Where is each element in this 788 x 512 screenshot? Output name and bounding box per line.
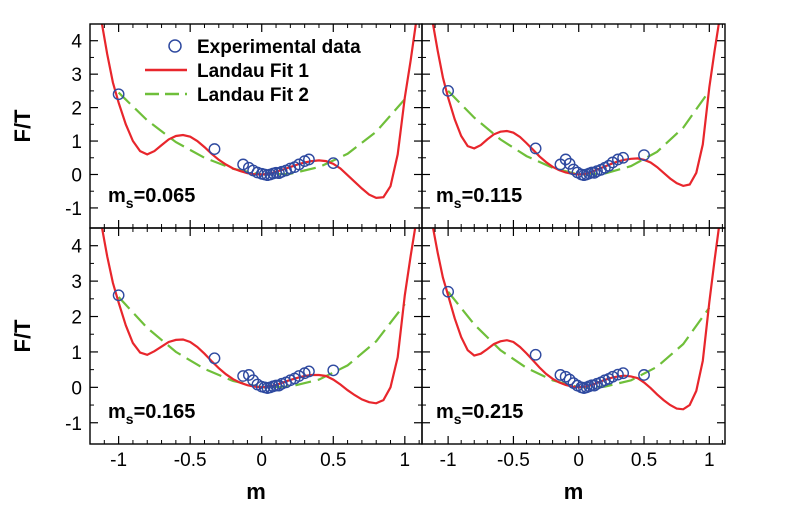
data-point bbox=[327, 364, 340, 377]
y-tick-label: 0 bbox=[71, 378, 82, 399]
x-tick-label: 0.5 bbox=[320, 450, 346, 471]
data-point bbox=[442, 84, 455, 97]
annotation-symbol: m bbox=[108, 401, 126, 423]
x-tick-label: -0.5 bbox=[174, 450, 207, 471]
y-tick-label: 4 bbox=[71, 32, 82, 53]
x-tick-label: 0 bbox=[256, 450, 267, 471]
data-point bbox=[612, 368, 624, 381]
data-point bbox=[442, 285, 455, 298]
data-point bbox=[617, 367, 630, 380]
x-tick-label: -1 bbox=[440, 450, 457, 471]
panel-annotation: ms=0.215 bbox=[436, 401, 523, 427]
annotation-symbol: m bbox=[108, 185, 126, 207]
legend-marker-experimental bbox=[168, 39, 182, 53]
x-axis-title: m bbox=[564, 479, 584, 504]
data-point bbox=[112, 88, 125, 101]
annotation-subscript: s bbox=[126, 411, 134, 427]
data-point bbox=[602, 159, 615, 172]
y-tick-label: 2 bbox=[71, 99, 82, 120]
panel-2: ms=0.115 bbox=[421, 23, 726, 229]
x-tick-label: -0.5 bbox=[497, 450, 530, 471]
legend-label: Experimental data bbox=[197, 37, 361, 58]
data-point bbox=[293, 370, 305, 382]
data-point bbox=[638, 149, 650, 161]
panel-annotation: ms=0.065 bbox=[108, 185, 195, 211]
y-tick-label: -1 bbox=[65, 414, 82, 435]
data-point bbox=[327, 157, 340, 170]
data-point bbox=[606, 370, 619, 383]
data-point bbox=[638, 369, 650, 381]
landau-fit-1-line bbox=[100, 228, 417, 405]
x-tick-label: -1 bbox=[110, 450, 127, 471]
annotation-subscript: s bbox=[126, 195, 134, 211]
data-point bbox=[617, 151, 630, 164]
data-point bbox=[612, 153, 624, 166]
data-point bbox=[208, 143, 221, 155]
panel-annotation: ms=0.165 bbox=[108, 401, 195, 427]
data-point bbox=[529, 348, 542, 361]
annotation-subscript: s bbox=[454, 195, 462, 211]
annotation-subscript: s bbox=[454, 411, 462, 427]
data-point bbox=[272, 379, 285, 392]
y-axis-title: F/T bbox=[10, 109, 35, 143]
x-tick-label: 1 bbox=[704, 450, 715, 471]
y-tick-label: 2 bbox=[71, 308, 82, 329]
data-point bbox=[588, 379, 601, 392]
data-point bbox=[303, 153, 315, 166]
landau-fit-1-line bbox=[100, 24, 417, 200]
annotation-value: =0.065 bbox=[134, 185, 196, 207]
annotation-value: =0.165 bbox=[134, 401, 196, 423]
data-point bbox=[293, 158, 305, 171]
landau-fit-2-line bbox=[447, 90, 711, 176]
y-tick-label: 4 bbox=[71, 237, 82, 258]
data-point bbox=[303, 365, 315, 378]
annotation-value: =0.115 bbox=[462, 185, 523, 207]
y-axis-title: F/T bbox=[10, 319, 35, 353]
annotation-symbol: m bbox=[436, 401, 454, 423]
legend-label: Landau Fit 2 bbox=[197, 85, 309, 106]
x-tick-label: 0.5 bbox=[631, 450, 657, 471]
y-tick-label: 1 bbox=[71, 132, 82, 153]
data-point bbox=[554, 369, 567, 381]
data-point bbox=[588, 166, 601, 179]
y-tick-label: 0 bbox=[71, 165, 82, 186]
y-tick-label: -1 bbox=[65, 199, 82, 220]
data-point bbox=[247, 374, 260, 387]
x-tick-label: 1 bbox=[400, 450, 411, 471]
plot-area bbox=[431, 24, 720, 188]
x-axis-title: m bbox=[246, 479, 266, 504]
panel-annotation: ms=0.115 bbox=[436, 185, 522, 211]
y-tick-label: 3 bbox=[71, 272, 82, 293]
landau-fit-2-line bbox=[117, 296, 406, 389]
data-point bbox=[112, 289, 125, 302]
data-point bbox=[237, 370, 250, 382]
panel-4: ms=0.215-1 -0.5 0 0.5 1m bbox=[421, 227, 726, 504]
data-point bbox=[208, 352, 221, 365]
plot-area bbox=[100, 24, 417, 200]
landau-fit-1-line bbox=[431, 24, 720, 188]
x-tick-label: 0 bbox=[573, 450, 584, 471]
plot-area bbox=[431, 228, 720, 411]
data-point bbox=[237, 158, 250, 171]
y-tick-label: 1 bbox=[71, 343, 82, 364]
data-point bbox=[529, 142, 542, 155]
plot-area bbox=[100, 228, 417, 405]
panel-frame bbox=[421, 227, 726, 445]
landau-fit-2-line bbox=[447, 291, 711, 389]
annotation-value: =0.215 bbox=[462, 401, 524, 423]
legend: Experimental data Landau Fit 1 Landau Fit … bbox=[145, 37, 361, 106]
y-tick-label: 3 bbox=[71, 65, 82, 86]
data-point bbox=[563, 373, 576, 386]
legend-label: Landau Fit 1 bbox=[197, 61, 309, 82]
annotation-symbol: m bbox=[436, 185, 454, 207]
